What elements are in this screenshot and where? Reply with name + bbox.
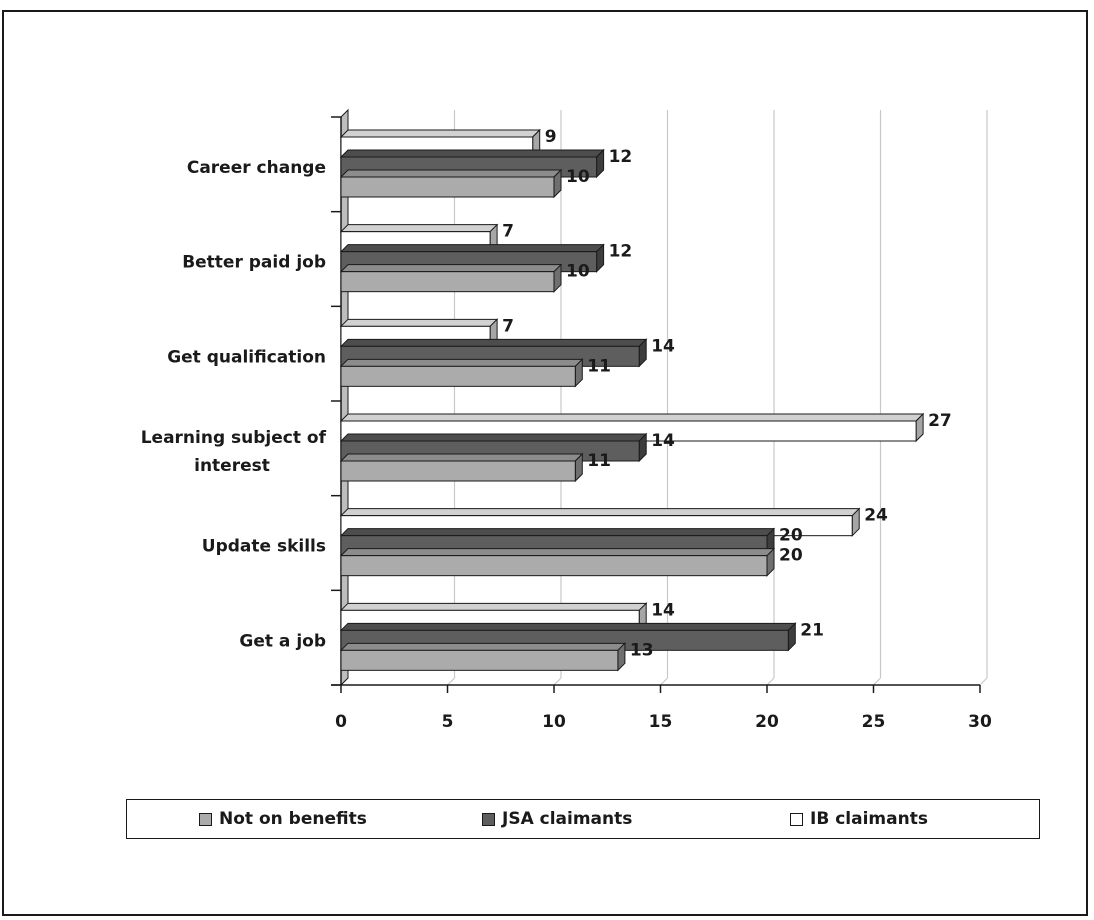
value-label-ib-claimants: 7 bbox=[502, 222, 514, 242]
bar-top-ib-claimants bbox=[339, 413, 925, 422]
value-label-ib-claimants: 14 bbox=[651, 600, 675, 620]
legend-item-jsa-claimants: JSA claimants bbox=[482, 809, 632, 829]
bar-top-jsa-claimants bbox=[339, 244, 605, 253]
bar-not-on-benefits bbox=[340, 555, 768, 577]
bar-top-not-on-benefits bbox=[339, 548, 776, 557]
x-tick-label: 10 bbox=[542, 712, 566, 732]
gridlines bbox=[447, 110, 988, 686]
bar-top-jsa-claimants bbox=[339, 528, 776, 537]
legend-item-not-on-benefits: Not on benefits bbox=[199, 809, 367, 829]
legend-swatch-ib-claimants bbox=[790, 812, 803, 826]
value-label-not-on-benefits: 20 bbox=[779, 546, 803, 566]
bar-top-ib-claimants bbox=[339, 602, 648, 611]
legend-swatch-jsa-claimants bbox=[482, 812, 495, 826]
bar-top-ib-claimants bbox=[339, 508, 861, 517]
value-label-ib-claimants: 27 bbox=[928, 411, 952, 431]
value-label-ib-claimants: 24 bbox=[864, 506, 888, 526]
x-tick-label: 5 bbox=[442, 712, 454, 732]
x-tick-label: 15 bbox=[649, 712, 673, 732]
bar-top-ib-claimants bbox=[339, 318, 499, 327]
legend-swatch-not-on-benefits bbox=[199, 812, 212, 826]
bar-not-on-benefits bbox=[340, 365, 576, 387]
bar-top-not-on-benefits bbox=[339, 169, 563, 178]
category-label: Learning subject of bbox=[141, 428, 327, 448]
legend-label-not-on-benefits: Not on benefits bbox=[219, 809, 367, 829]
legend: Not on benefits JSA claimants IB claiman… bbox=[126, 799, 1040, 839]
x-tick-label: 25 bbox=[862, 712, 886, 732]
value-label-not-on-benefits: 13 bbox=[630, 640, 654, 660]
value-label-jsa-claimants: 12 bbox=[609, 242, 633, 262]
gridline-floor bbox=[979, 677, 988, 686]
category-label: Get a job bbox=[239, 631, 326, 651]
bar-top-not-on-benefits bbox=[339, 453, 584, 462]
bar-top-not-on-benefits bbox=[339, 642, 627, 651]
x-tick-label: 30 bbox=[968, 712, 992, 732]
value-label-jsa-claimants: 21 bbox=[800, 620, 824, 640]
gridline-floor bbox=[766, 677, 775, 686]
gridline-floor bbox=[553, 677, 562, 686]
value-label-not-on-benefits: 10 bbox=[566, 262, 590, 282]
x-tick-label: 20 bbox=[755, 712, 779, 732]
category-label: Better paid job bbox=[182, 253, 326, 273]
category-label: Career change bbox=[187, 158, 326, 178]
chart-frame bbox=[2, 10, 1088, 916]
category-label: interest bbox=[194, 456, 270, 476]
bar-not-on-benefits bbox=[340, 649, 619, 671]
legend-label-jsa-claimants: JSA claimants bbox=[502, 809, 633, 829]
bar-top-jsa-claimants bbox=[339, 433, 648, 442]
legend-label-ib-claimants: IB claimants bbox=[810, 809, 928, 829]
bar-top-not-on-benefits bbox=[339, 358, 584, 367]
gridline-floor bbox=[447, 677, 455, 686]
bar-top-not-on-benefits bbox=[339, 264, 563, 273]
gridline-floor bbox=[873, 677, 881, 686]
bars bbox=[339, 128, 925, 672]
value-label-jsa-claimants: 12 bbox=[609, 147, 633, 167]
value-label-ib-claimants: 7 bbox=[502, 316, 514, 336]
bar-top-ib-claimants bbox=[339, 224, 499, 233]
value-label-jsa-claimants: 14 bbox=[651, 336, 675, 356]
bar-not-on-benefits bbox=[340, 460, 576, 482]
value-label-jsa-claimants: 14 bbox=[651, 431, 675, 451]
legend-item-ib-claimants: IB claimants bbox=[790, 809, 928, 829]
value-label-not-on-benefits: 10 bbox=[566, 167, 590, 187]
gridline-floor bbox=[660, 677, 668, 686]
category-labels: Get a job Update skills Learning subject o… bbox=[141, 158, 327, 651]
category-label: Get qualification bbox=[167, 347, 326, 367]
bar-top-ib-claimants bbox=[339, 129, 541, 138]
bar-top-jsa-claimants bbox=[339, 338, 648, 347]
bar-top-jsa-claimants bbox=[339, 622, 797, 631]
x-tick-label: 0 bbox=[335, 712, 347, 732]
value-label-not-on-benefits: 11 bbox=[587, 356, 611, 376]
bar-top-jsa-claimants bbox=[339, 149, 605, 158]
bar-not-on-benefits bbox=[340, 271, 555, 293]
x-tick-labels: 0 5 10 15 20 25 30 bbox=[335, 712, 992, 732]
category-label: Update skills bbox=[202, 537, 326, 557]
value-label-jsa-claimants: 20 bbox=[779, 526, 803, 546]
value-label-not-on-benefits: 11 bbox=[587, 451, 611, 471]
value-label-ib-claimants: 9 bbox=[545, 127, 557, 147]
bar-not-on-benefits bbox=[340, 176, 555, 198]
